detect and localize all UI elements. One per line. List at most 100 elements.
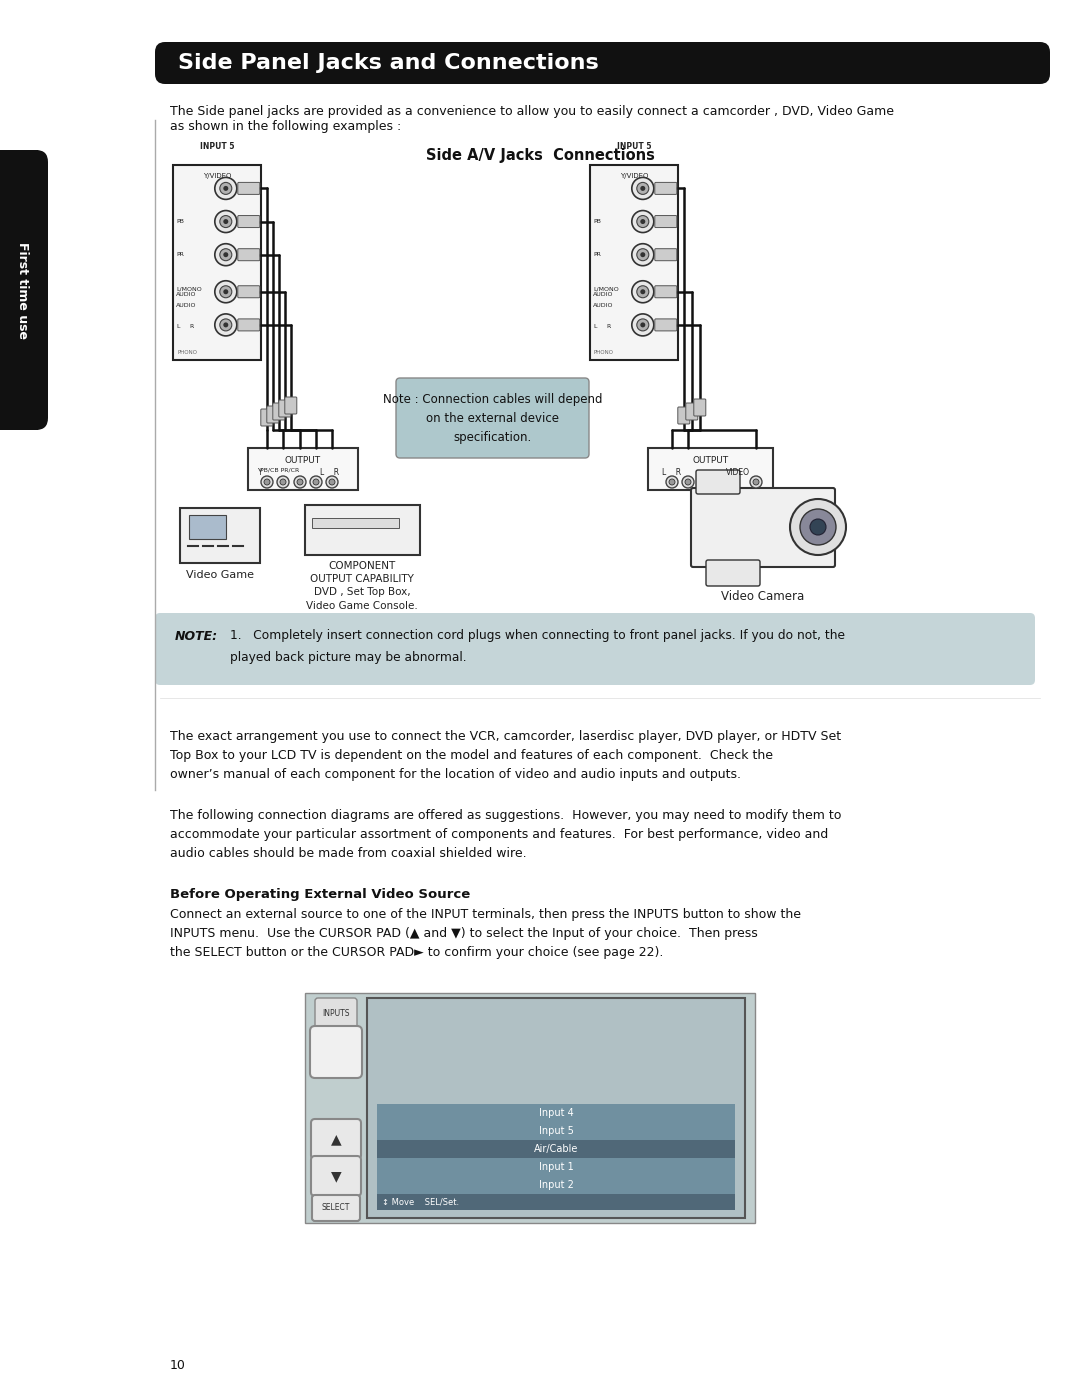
- Circle shape: [637, 286, 649, 298]
- FancyBboxPatch shape: [654, 319, 677, 331]
- Text: ▲: ▲: [330, 1132, 341, 1146]
- Circle shape: [640, 219, 646, 224]
- FancyBboxPatch shape: [156, 42, 1050, 84]
- Text: ▼: ▼: [330, 1169, 341, 1183]
- Circle shape: [810, 520, 826, 535]
- Text: INPUT 5: INPUT 5: [617, 142, 651, 151]
- Circle shape: [637, 249, 649, 261]
- Circle shape: [800, 509, 836, 545]
- Circle shape: [666, 476, 678, 488]
- Text: as shown in the following examples :: as shown in the following examples :: [170, 120, 402, 133]
- Text: AUDIO: AUDIO: [176, 303, 197, 307]
- Text: PR: PR: [593, 253, 600, 257]
- FancyBboxPatch shape: [189, 515, 226, 539]
- Text: L    R: L R: [662, 468, 681, 476]
- Circle shape: [637, 183, 649, 194]
- Text: INPUTS menu.  Use the CURSOR PAD (▲ and ▼) to select the Input of your choice.  : INPUTS menu. Use the CURSOR PAD (▲ and ▼…: [170, 928, 758, 940]
- Circle shape: [224, 289, 228, 295]
- Circle shape: [220, 215, 232, 228]
- Text: INPUT 5: INPUT 5: [200, 142, 234, 151]
- Circle shape: [220, 249, 232, 261]
- Circle shape: [224, 253, 228, 257]
- Bar: [377, 1104, 735, 1122]
- Bar: [377, 1176, 735, 1194]
- FancyBboxPatch shape: [654, 286, 677, 298]
- Bar: [377, 1194, 735, 1210]
- FancyBboxPatch shape: [312, 518, 399, 528]
- Text: R: R: [189, 324, 193, 330]
- FancyBboxPatch shape: [396, 379, 589, 458]
- Circle shape: [685, 479, 691, 485]
- Text: VIDEO: VIDEO: [726, 468, 750, 476]
- FancyBboxPatch shape: [305, 993, 755, 1222]
- FancyBboxPatch shape: [648, 448, 773, 490]
- Bar: [0, 149, 38, 430]
- Circle shape: [215, 177, 237, 200]
- Text: PHONO: PHONO: [594, 351, 615, 355]
- Circle shape: [215, 243, 237, 265]
- Circle shape: [669, 479, 675, 485]
- Circle shape: [637, 215, 649, 228]
- Circle shape: [326, 476, 338, 488]
- Text: ↕ Move    SEL/Set.: ↕ Move SEL/Set.: [382, 1197, 459, 1207]
- Circle shape: [632, 314, 653, 335]
- Text: L: L: [176, 324, 179, 330]
- Text: Video Game: Video Game: [186, 570, 254, 580]
- Text: OUTPUT: OUTPUT: [285, 455, 321, 465]
- Circle shape: [640, 253, 646, 257]
- Text: R: R: [606, 324, 610, 330]
- Text: Input 1: Input 1: [539, 1162, 573, 1172]
- Circle shape: [215, 314, 237, 335]
- Text: Before Operating External Video Source: Before Operating External Video Source: [170, 888, 470, 901]
- FancyBboxPatch shape: [238, 249, 260, 261]
- Text: Input 5: Input 5: [539, 1126, 573, 1136]
- FancyBboxPatch shape: [248, 448, 357, 490]
- Circle shape: [280, 479, 286, 485]
- Text: Air/Cable: Air/Cable: [534, 1144, 578, 1154]
- Circle shape: [220, 319, 232, 331]
- Circle shape: [220, 286, 232, 298]
- FancyBboxPatch shape: [238, 215, 260, 228]
- Circle shape: [261, 476, 273, 488]
- Circle shape: [329, 479, 335, 485]
- Circle shape: [753, 479, 759, 485]
- FancyBboxPatch shape: [686, 402, 698, 420]
- Circle shape: [224, 323, 228, 327]
- Text: COMPONENT
OUTPUT CAPABILITY
DVD , Set Top Box,
Video Game Console.: COMPONENT OUTPUT CAPABILITY DVD , Set To…: [306, 562, 418, 610]
- Bar: [377, 1158, 735, 1176]
- FancyBboxPatch shape: [279, 400, 291, 416]
- Circle shape: [215, 281, 237, 303]
- FancyBboxPatch shape: [156, 613, 1035, 685]
- Circle shape: [276, 476, 289, 488]
- Text: L    R: L R: [321, 468, 339, 476]
- Circle shape: [640, 323, 646, 327]
- FancyBboxPatch shape: [310, 1025, 362, 1078]
- Circle shape: [310, 476, 322, 488]
- Circle shape: [224, 186, 228, 191]
- Circle shape: [215, 211, 237, 232]
- Text: played back picture may be abnormal.: played back picture may be abnormal.: [230, 651, 467, 665]
- FancyBboxPatch shape: [260, 409, 273, 426]
- Text: Side Panel Jacks and Connections: Side Panel Jacks and Connections: [178, 53, 598, 73]
- Text: NOTE:: NOTE:: [175, 630, 218, 643]
- Text: 10: 10: [170, 1359, 186, 1372]
- FancyBboxPatch shape: [180, 509, 260, 563]
- Text: 1.   Completely insert connection cord plugs when connecting to front panel jack: 1. Completely insert connection cord plu…: [230, 630, 845, 643]
- FancyBboxPatch shape: [238, 286, 260, 298]
- Text: PB: PB: [176, 219, 184, 224]
- Text: L/MONO
AUDIO: L/MONO AUDIO: [593, 286, 619, 298]
- Circle shape: [313, 479, 319, 485]
- Bar: [377, 1122, 735, 1140]
- FancyBboxPatch shape: [654, 183, 677, 194]
- Text: The Side panel jacks are provided as a convenience to allow you to easily connec: The Side panel jacks are provided as a c…: [170, 105, 894, 117]
- Text: Side A/V Jacks  Connections: Side A/V Jacks Connections: [426, 148, 654, 163]
- Text: PB: PB: [593, 219, 600, 224]
- FancyBboxPatch shape: [311, 1155, 361, 1196]
- FancyBboxPatch shape: [173, 165, 261, 360]
- Circle shape: [297, 479, 303, 485]
- Circle shape: [640, 289, 646, 295]
- Circle shape: [224, 219, 228, 224]
- Circle shape: [789, 499, 846, 555]
- Text: PR: PR: [176, 253, 184, 257]
- Text: Top Box to your LCD TV is dependent on the model and features of each component.: Top Box to your LCD TV is dependent on t…: [170, 749, 773, 761]
